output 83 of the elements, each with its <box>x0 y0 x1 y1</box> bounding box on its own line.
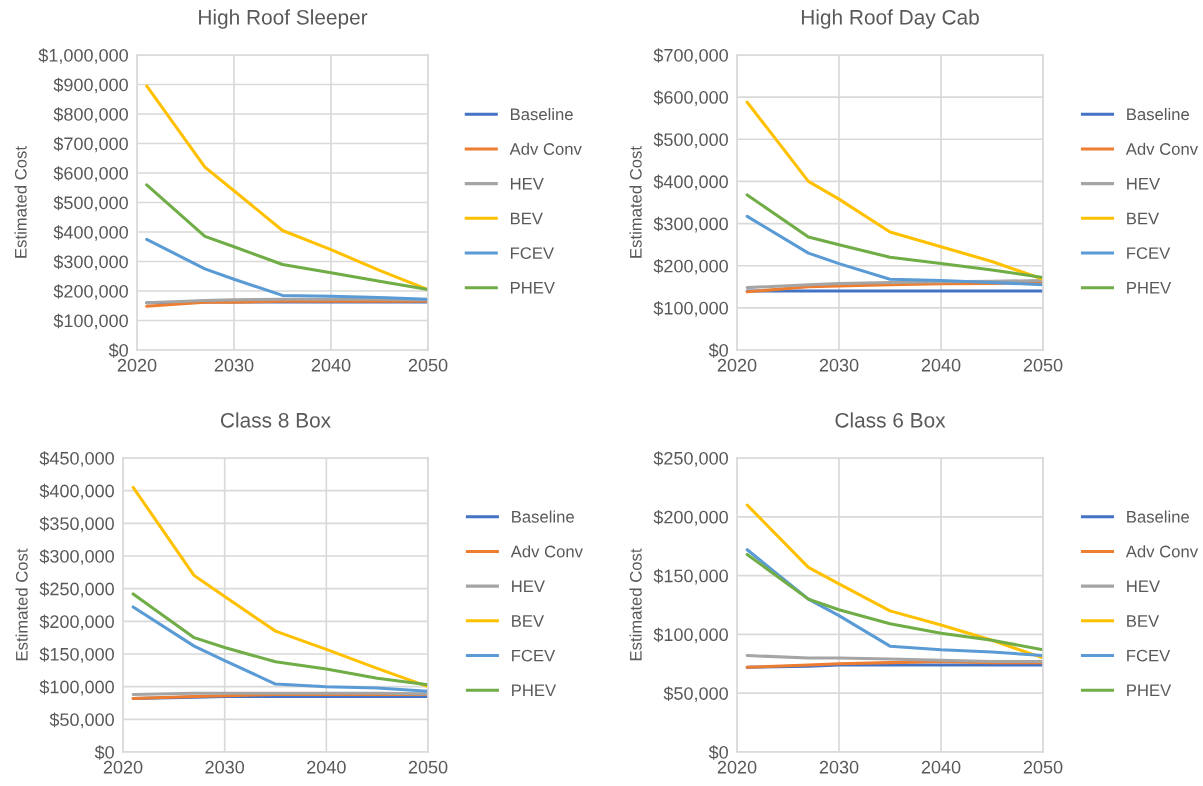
y-tick-label: $600,000 <box>653 90 728 106</box>
legend-label: Adv Conv <box>1125 545 1199 558</box>
x-tick-label: 2030 <box>819 358 859 372</box>
legend-label: BEV <box>512 615 545 627</box>
x-tick-label: 2040 <box>311 358 351 372</box>
y-axis-title: Estimated Cost <box>14 146 27 258</box>
x-tick-label: 2040 <box>921 358 961 372</box>
y-tick-label: $150,000 <box>39 647 114 663</box>
legend-label: FCEV <box>1127 247 1171 260</box>
legend-label: Adv Conv <box>510 545 583 558</box>
y-tick-label: $250,000 <box>39 581 114 598</box>
y-tick-label: $200,000 <box>653 258 728 275</box>
y-tick-label: $200,000 <box>653 509 728 526</box>
y-tick-label: $800,000 <box>53 107 128 123</box>
y-tick-label: $0 <box>708 343 728 358</box>
chart-title: Class 8 Box <box>220 412 331 428</box>
legend-label: BEV <box>1127 615 1160 627</box>
y-tick-label: $200,000 <box>53 284 128 300</box>
chart-title: High Roof Sleeper <box>199 9 368 29</box>
y-tick-label: $100,000 <box>39 679 114 696</box>
legend-label: PHEV <box>1127 282 1172 294</box>
y-tick-label: $350,000 <box>39 516 114 533</box>
y-tick-label: $500,000 <box>653 132 728 149</box>
y-axis-title: Estimated Cost <box>629 548 642 661</box>
x-tick-label: 2050 <box>1023 358 1063 372</box>
y-tick-label: $400,000 <box>39 483 114 500</box>
chart-title: Class 6 Box <box>835 412 946 428</box>
x-tick-label: 2020 <box>103 760 143 774</box>
y-tick-label: $700,000 <box>53 136 128 153</box>
y-tick-label: $0 <box>708 745 728 760</box>
x-tick-label: 2020 <box>117 358 157 372</box>
y-tick-label: $150,000 <box>653 568 728 585</box>
legend-label: Adv Conv <box>509 142 582 155</box>
y-tick-label: $1,000,000 <box>38 48 128 64</box>
x-tick-label: 2040 <box>307 760 346 774</box>
y-tick-label: $300,000 <box>653 216 728 233</box>
x-tick-label: 2030 <box>819 760 859 774</box>
legend-label: Adv Conv <box>1125 142 1199 155</box>
y-tick-label: $0 <box>108 343 128 358</box>
y-tick-label: $200,000 <box>39 614 114 631</box>
y-tick-label: $600,000 <box>53 166 128 182</box>
y-tick-label: $50,000 <box>49 712 114 729</box>
legend-label: PHEV <box>510 282 555 294</box>
legend-label: Baseline <box>510 107 573 121</box>
legend-label: PHEV <box>1127 684 1172 697</box>
y-axis-title: Estimated Cost <box>15 548 28 661</box>
x-tick-label: 2050 <box>408 760 448 774</box>
y-tick-label: $50,000 <box>663 686 728 703</box>
x-tick-label: 2020 <box>717 358 757 372</box>
legend-label: Baseline <box>512 510 574 523</box>
y-tick-label: $400,000 <box>653 174 728 191</box>
y-tick-label: $300,000 <box>53 254 128 271</box>
legend-label: HEV <box>1127 580 1161 592</box>
y-tick-label: $100,000 <box>653 627 728 644</box>
y-tick-label: $700,000 <box>653 48 728 64</box>
legend-label: PHEV <box>512 684 557 697</box>
legend-label: HEV <box>510 177 544 190</box>
y-tick-label: $250,000 <box>653 451 728 467</box>
y-tick-label: $100,000 <box>53 313 128 330</box>
y-tick-label: $400,000 <box>53 225 128 241</box>
y-tick-label: $100,000 <box>653 301 728 317</box>
y-tick-label: $300,000 <box>39 549 114 565</box>
legend-label: FCEV <box>1127 649 1171 662</box>
x-tick-label: 2030 <box>205 760 245 774</box>
legend-label: Baseline <box>1127 510 1190 523</box>
legend-label: HEV <box>1127 177 1161 190</box>
y-tick-label: $450,000 <box>39 451 114 467</box>
x-tick-label: 2020 <box>717 760 757 774</box>
legend-label: FCEV <box>510 247 554 260</box>
y-tick-label: $500,000 <box>53 195 128 212</box>
legend-label: BEV <box>1127 212 1160 225</box>
chart-title: High Roof Day Cab <box>801 9 979 29</box>
x-tick-label: 2050 <box>408 358 448 372</box>
x-tick-label: 2050 <box>1023 760 1063 774</box>
legend-label: FCEV <box>512 649 556 662</box>
legend-label: BEV <box>510 212 543 225</box>
x-tick-label: 2030 <box>214 358 254 372</box>
y-axis-title: Estimated Cost <box>629 146 642 258</box>
legend-label: HEV <box>512 580 545 592</box>
y-tick-label: $900,000 <box>53 77 128 94</box>
x-tick-label: 2040 <box>921 760 961 774</box>
legend-label: Baseline <box>1127 107 1190 121</box>
y-tick-label: $0 <box>94 745 114 760</box>
